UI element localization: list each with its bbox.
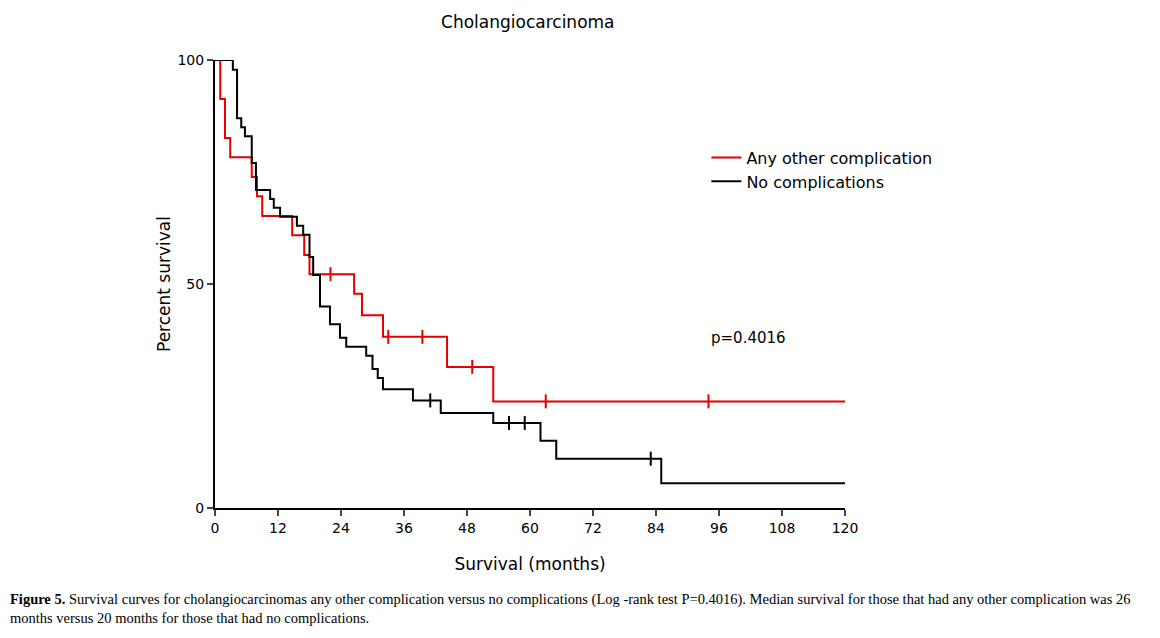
svg-text:50: 50 [186,276,204,292]
svg-text:Cholangiocarcinoma: Cholangiocarcinoma [441,12,614,32]
svg-text:36: 36 [395,520,413,536]
svg-text:100: 100 [177,52,204,68]
svg-text:84: 84 [647,520,665,536]
svg-text:No complications: No complications [746,173,884,192]
svg-text:60: 60 [521,520,539,536]
svg-text:12: 12 [269,520,287,536]
svg-text:0: 0 [211,520,220,536]
html-text:Figure 5. Survival curves for: Figure 5. Survival curves for cholangioc… [10,591,1131,626]
svg-text:Any other complication: Any other complication [746,149,932,168]
svg-text:120: 120 [832,520,859,536]
svg-text:24: 24 [332,520,350,536]
svg-text:72: 72 [584,520,602,536]
svg-text:108: 108 [769,520,796,536]
svg-text:Survival (months): Survival (months) [454,554,605,574]
svg-text:96: 96 [710,520,728,536]
svg-text:0: 0 [195,500,204,516]
svg-text:48: 48 [458,520,476,536]
svg-text:p=0.4016: p=0.4016 [711,329,786,347]
svg-text:Percent survival: Percent survival [154,216,174,352]
